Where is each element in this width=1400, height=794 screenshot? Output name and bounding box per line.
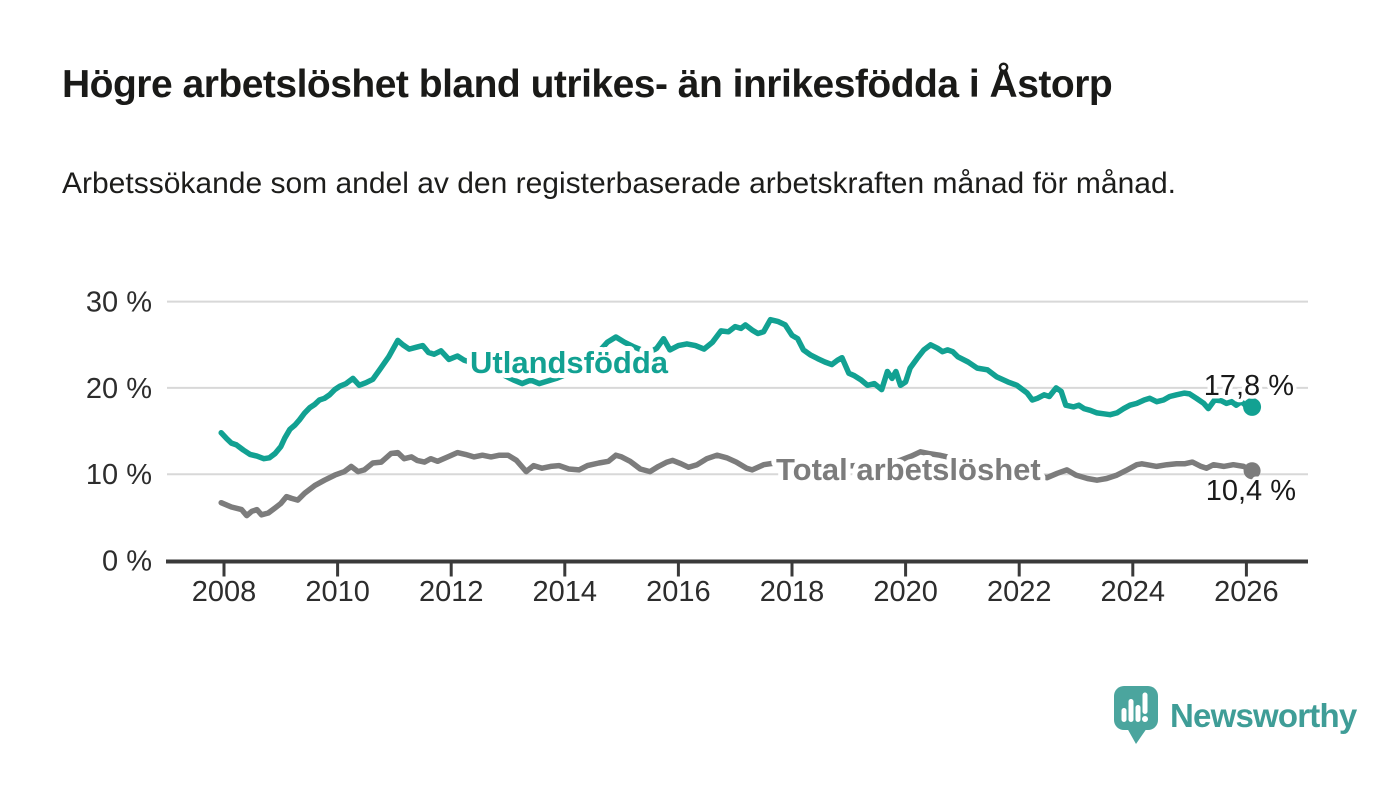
series-label-utlandsfodda: Utlandsfödda <box>470 345 669 380</box>
y-tick-label-10: 10 % <box>86 459 152 491</box>
series-end-value-total: 10,4 % <box>1206 475 1296 507</box>
newsworthy-logo-icon <box>1114 686 1158 744</box>
x-tick-label-2018: 2018 <box>760 576 825 608</box>
x-tick-label-2014: 2014 <box>533 576 598 608</box>
x-tick-label-2026: 2026 <box>1214 576 1279 608</box>
y-tick-label-20: 20 % <box>86 373 152 405</box>
series-end-value-utlandsfodda: 17,8 % <box>1204 370 1294 402</box>
y-tick-label-0: 0 % <box>102 546 152 578</box>
x-tick-label-2020: 2020 <box>873 576 938 608</box>
series-end-dot-total <box>1243 462 1261 480</box>
series-end-dot-utlandsfodda <box>1243 397 1262 416</box>
y-tick-label-30: 30 % <box>86 287 152 319</box>
x-tick-label-2012: 2012 <box>419 576 484 608</box>
newsworthy-logo-text: Newsworthy <box>1170 696 1357 734</box>
x-tick-label-2008: 2008 <box>192 576 257 608</box>
series-label-total: Total arbetslöshet <box>776 452 1041 487</box>
x-tick-label-2016: 2016 <box>646 576 711 608</box>
series-line-total <box>218 449 1255 519</box>
series-line-utlandsfodda <box>218 316 1255 462</box>
x-tick-label-2010: 2010 <box>305 576 370 608</box>
x-tick-label-2022: 2022 <box>987 576 1052 608</box>
newsworthy-logo: Newsworthy <box>1113 685 1357 746</box>
page-subtitle: Arbetssökande som andel av den registerb… <box>62 167 1176 200</box>
x-tick-label-2024: 2024 <box>1101 576 1166 608</box>
page-title: Högre arbetslöshet bland utrikes- än inr… <box>62 63 1113 106</box>
